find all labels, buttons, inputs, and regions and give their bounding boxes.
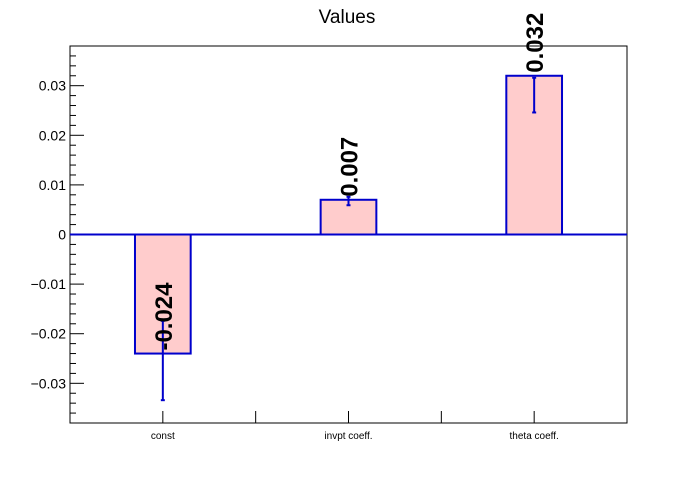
y-tick-label: −0.02 [31, 326, 67, 342]
y-tick-label: 0 [58, 227, 66, 243]
chart-title: Values [319, 7, 376, 28]
data-label: 0.007 [337, 137, 364, 197]
x-category-label: theta coeff. [510, 431, 559, 442]
x-category-label: const [151, 431, 175, 442]
y-tick-label: 0.01 [39, 177, 66, 193]
bar [505, 74, 564, 236]
y-tick-label: −0.03 [31, 375, 67, 391]
data-label: 0.032 [522, 13, 549, 73]
y-tick-label: 0.03 [39, 78, 66, 94]
plot-area: −0.03 −0.02 −0.01 0 0.01 0.02 0.03 -0.024 0.007 0… [31, 13, 628, 442]
data-label: -0.024 [151, 282, 178, 351]
y-tick-label: 0.02 [39, 127, 66, 143]
x-category-label: invpt coeff. [324, 431, 372, 442]
y-tick-label: −0.01 [31, 276, 67, 292]
